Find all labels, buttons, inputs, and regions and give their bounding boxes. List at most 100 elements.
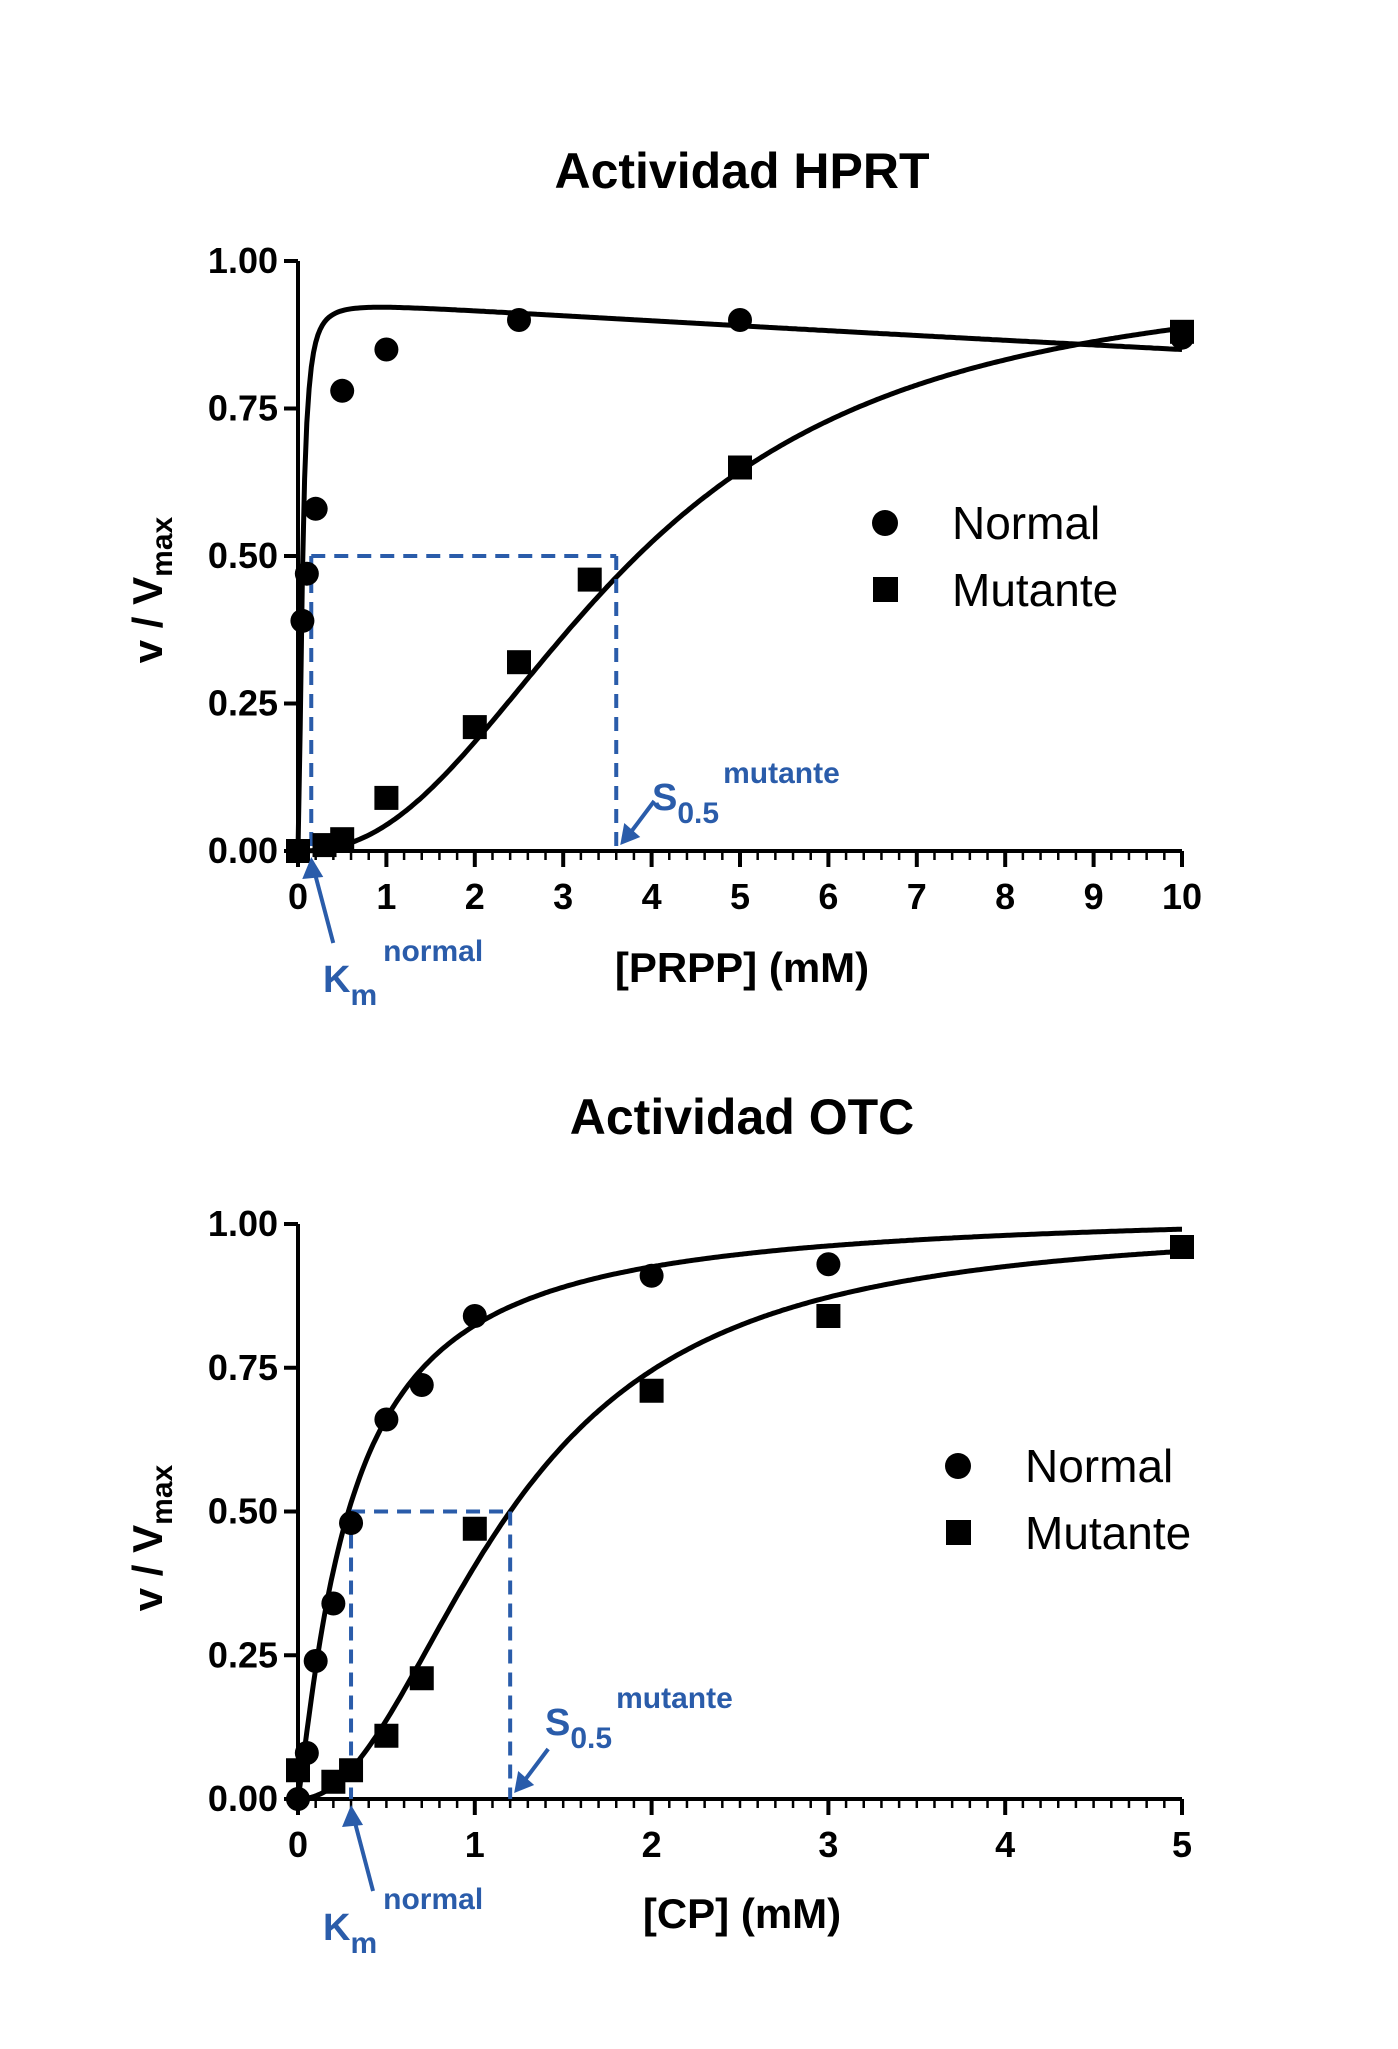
point-normal <box>339 1511 364 1535</box>
y-tick-label: 0.25 <box>208 1634 278 1675</box>
point-mutante <box>507 650 531 675</box>
legend-label-mutante: Mutante <box>1025 1507 1191 1559</box>
legend: Normal Mutante <box>872 497 1118 616</box>
y-axis-label-main: v / V <box>124 577 171 663</box>
x-tick-label: 5 <box>1172 1824 1192 1865</box>
x-tick-label: 3 <box>818 1824 838 1865</box>
legend: Normal Mutante <box>945 1440 1191 1559</box>
point-normal <box>374 1407 399 1432</box>
axes: 0.00 0.25 0.50 0.75 1.00 0 1 2 3 4 5 6 7 8 9 10 <box>208 240 1202 917</box>
x-tick-label: 3 <box>553 876 573 917</box>
y-axis-label-sub: max <box>146 1464 179 1524</box>
y-tick-label: 0.75 <box>208 1347 278 1388</box>
x-axis-label: [PRPP] (mM) <box>615 944 869 991</box>
chart-otc: Actividad OTC 0.00 0.25 0.50 0.75 1.00 0 1 2 3 4 5… <box>124 1089 1194 1960</box>
axes: 0.00 0.25 0.50 0.75 1.00 0 1 2 3 4 5 <box>208 1203 1192 1865</box>
legend-label-normal: Normal <box>1025 1440 1173 1492</box>
km-arrow-head <box>302 857 324 879</box>
s05-arrow-head <box>514 1771 535 1793</box>
point-mutante <box>374 1723 399 1748</box>
point-normal <box>330 378 355 403</box>
point-mutante <box>409 1666 434 1691</box>
y-tick-label: 0.75 <box>208 388 278 429</box>
point-normal <box>303 1649 328 1673</box>
legend-label-normal: Normal <box>952 497 1100 549</box>
point-mutante <box>462 1516 487 1541</box>
point-normal <box>507 308 531 332</box>
s05-mutante-label: S0.5mutante <box>545 1682 733 1755</box>
chart-hprt: Actividad HPRT 0.00 0.25 0.50 0.75 1.00 0 1 2 3 4… <box>124 143 1202 1012</box>
point-mutante <box>374 785 399 810</box>
legend-circle-marker <box>872 510 898 536</box>
y-tick-label: 0.50 <box>208 535 278 576</box>
y-axis-label-sub: max <box>146 516 179 576</box>
point-normal <box>639 1263 664 1288</box>
fit-curve-mutante <box>298 1248 1183 1802</box>
guide-lines <box>349 1509 513 1799</box>
annotations: Kmnormal S0.5mutante <box>323 1682 733 1960</box>
point-mutante <box>728 455 752 480</box>
point-normal <box>286 1787 310 1811</box>
y-tick-label: 0.00 <box>208 830 278 871</box>
x-tick-label: 4 <box>642 876 662 917</box>
annotations: Kmnormal S0.5mutante <box>302 757 840 1012</box>
x-tick-label: 10 <box>1162 876 1202 917</box>
km-arrow-head <box>342 1805 364 1827</box>
x-tick-label: 1 <box>376 876 396 917</box>
km-normal-label: Kmnormal <box>323 1883 483 1960</box>
y-tick-label: 0.50 <box>208 1491 278 1532</box>
s05-arrow-shaft <box>628 799 656 835</box>
s05-arrow-head <box>620 823 641 845</box>
point-mutante <box>286 839 310 863</box>
point-normal <box>290 608 315 633</box>
chart-title: Actividad HPRT <box>554 143 929 199</box>
point-normal <box>321 1591 346 1616</box>
point-mutante <box>286 1758 310 1783</box>
point-normal <box>294 561 319 586</box>
guide-lines <box>309 554 619 851</box>
fit-curve-normal <box>295 1226 1182 1800</box>
point-mutante <box>1170 319 1194 344</box>
x-tick-label: 5 <box>730 876 750 917</box>
x-tick-label: 6 <box>818 876 838 917</box>
s05-mutante-label: S0.5mutante <box>652 757 840 830</box>
x-axis-label: [CP] (mM) <box>643 1890 841 1937</box>
point-mutante <box>816 1304 841 1328</box>
point-normal <box>409 1373 434 1397</box>
point-normal <box>816 1252 841 1277</box>
x-tick-label: 2 <box>642 1824 662 1865</box>
fit-curves <box>295 1226 1183 1802</box>
y-tick-label: 1.00 <box>208 240 278 281</box>
legend-square-marker <box>873 577 898 602</box>
legend-circle-marker <box>945 1453 971 1479</box>
data-points <box>286 1235 1194 1811</box>
x-tick-label: 4 <box>995 1824 1015 1865</box>
x-tick-label: 0 <box>288 876 308 917</box>
x-tick-label: 0 <box>288 1824 308 1865</box>
point-normal <box>303 496 328 521</box>
x-tick-label: 9 <box>1084 876 1104 917</box>
point-mutante <box>577 567 602 592</box>
km-arrow-shaft <box>352 1818 375 1892</box>
legend-label-mutante: Mutante <box>952 564 1118 616</box>
y-tick-label: 1.00 <box>208 1203 278 1244</box>
km-arrow-shaft <box>312 870 336 944</box>
point-mutante <box>462 715 487 740</box>
data-points <box>286 308 1194 863</box>
x-tick-label: 7 <box>907 876 927 917</box>
annotation-arrows <box>342 1747 550 1892</box>
point-normal <box>728 308 752 332</box>
annotation-arrows <box>302 799 656 944</box>
x-tick-label: 2 <box>465 876 485 917</box>
chart-title: Actividad OTC <box>570 1089 914 1145</box>
x-tick-label: 8 <box>995 876 1015 917</box>
point-mutante <box>1170 1235 1194 1259</box>
y-axis-label: v / Vmax <box>124 1464 179 1611</box>
y-axis-label-main: v / V <box>124 1525 171 1611</box>
y-tick-label: 0.00 <box>208 1778 278 1819</box>
point-mutante <box>330 827 355 852</box>
legend-square-marker <box>946 1520 971 1545</box>
point-normal <box>374 337 399 362</box>
y-tick-label: 0.25 <box>208 683 278 724</box>
